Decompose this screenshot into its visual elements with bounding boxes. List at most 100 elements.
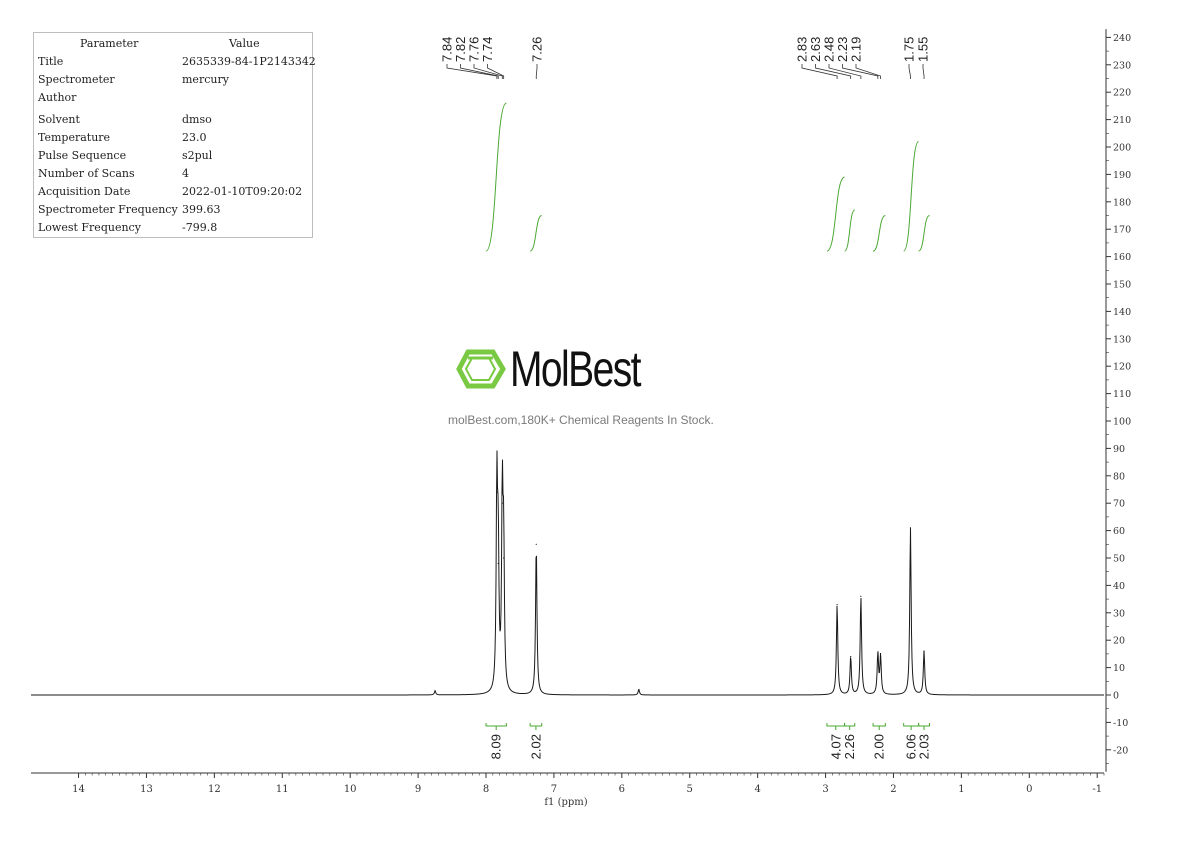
x-tick-label: 9 xyxy=(415,784,421,795)
y-tick-label: 180 xyxy=(1113,197,1131,208)
integral-curves: 8.09 2.02 4.072.26 2.00 6.062.03 xyxy=(485,102,932,759)
integral-bracket xyxy=(918,723,930,727)
x-tick-label: 13 xyxy=(140,784,153,795)
watermark-tagline: molBest.com,180K+ Chemical Reagents In S… xyxy=(448,413,714,427)
parameter-row: Spectrometer Frequency 399.63 xyxy=(38,203,310,219)
parameter-row: Solvent dmso xyxy=(38,113,310,129)
parameter-key: Lowest Frequency xyxy=(38,221,141,234)
peak-point xyxy=(879,656,882,658)
y-tick-label: 110 xyxy=(1113,389,1131,400)
y-tick-label: -20 xyxy=(1113,745,1128,756)
parameter-row: Pulse Sequence s2pul xyxy=(38,149,310,165)
y-tick-label: 200 xyxy=(1113,143,1131,154)
peak-leader-line xyxy=(801,64,838,79)
y-tick-label: 60 xyxy=(1113,526,1125,537)
integral-curve xyxy=(918,215,930,252)
peak-point xyxy=(434,690,436,692)
integral-curve xyxy=(844,209,856,252)
peak-labels: 7.847.827.767.74 7.26 2.832.632.482.232.19… xyxy=(440,37,931,79)
y-tick-label: 120 xyxy=(1113,362,1131,373)
x-tick-label: 8 xyxy=(483,784,489,795)
parameter-key: Author xyxy=(38,91,77,104)
peak-point xyxy=(638,688,640,691)
peak-label: 2.83 xyxy=(795,37,810,62)
integral-bracket xyxy=(529,723,543,727)
parameter-value: 23.0 xyxy=(182,131,207,144)
peak-leader-line xyxy=(487,64,505,79)
peak-point xyxy=(836,603,838,606)
peak-point xyxy=(496,491,498,493)
parameter-header: Parameter xyxy=(80,37,139,50)
integral-curve xyxy=(485,102,507,252)
x-tick-label: 12 xyxy=(208,784,221,795)
parameter-table: Parameter Value Title 2635339-84-1P214334… xyxy=(33,32,316,238)
x-tick-label: 2 xyxy=(890,784,896,795)
parameter-key: Pulse Sequence xyxy=(38,149,127,162)
integral-curve xyxy=(529,215,542,252)
y-tick-label: 240 xyxy=(1113,33,1131,44)
parameter-value: -799.8 xyxy=(182,221,218,234)
x-tick-label: 1 xyxy=(958,784,964,795)
parameter-value: 4 xyxy=(182,167,189,180)
peak-leader-line xyxy=(855,64,881,79)
y-tick-label: 160 xyxy=(1113,252,1131,263)
peak-leader-line xyxy=(535,64,538,79)
integral-value: 8.09 xyxy=(489,734,504,759)
peak-point xyxy=(909,527,912,529)
spectrum-line xyxy=(31,450,1104,696)
peak-label: 2.23 xyxy=(835,37,850,62)
peak-label: 7.26 xyxy=(530,37,545,62)
peak-leader-line xyxy=(842,64,879,79)
x-tick-label: -1 xyxy=(1092,784,1102,795)
parameter-value: dmso xyxy=(182,113,212,126)
y-tick-label: 130 xyxy=(1113,334,1131,345)
peak-leader-line xyxy=(473,64,503,79)
peak-label: 2.48 xyxy=(822,37,837,62)
parameter-key: Title xyxy=(38,55,64,68)
peak-leader-line xyxy=(908,64,911,79)
x-tick-label: 4 xyxy=(754,784,760,795)
parameter-key: Acquisition Date xyxy=(38,185,131,198)
peak-label: 7.76 xyxy=(467,37,482,62)
y-tick-label: 70 xyxy=(1113,499,1125,510)
parameter-row: Title 2635339-84-1P2143342 xyxy=(38,55,316,71)
integral-value: 4.07 xyxy=(828,734,843,759)
parameter-value: s2pul xyxy=(182,149,213,162)
x-tick-label: 14 xyxy=(72,784,85,795)
x-axis: 14 13 12 11 10 9 8 7 6 5 4 3 2 1 0 -1 xyxy=(31,772,1105,795)
x-tick-label: 7 xyxy=(551,784,557,795)
x-tick-label: 0 xyxy=(1026,784,1032,795)
peak-leader-line xyxy=(460,64,499,79)
peak-point xyxy=(535,543,537,545)
peak-leader-line xyxy=(828,64,862,79)
y-tick-label: -10 xyxy=(1113,718,1128,729)
integral-bracket xyxy=(872,723,886,727)
parameter-key: Temperature xyxy=(38,131,111,144)
x-tick-label: 3 xyxy=(822,784,828,795)
peak-point xyxy=(501,502,503,504)
y-axis: 2402302202102001901801701601501401301201… xyxy=(1105,29,1131,772)
peak-point xyxy=(860,595,862,597)
integral-bracket xyxy=(903,723,920,727)
parameter-key: Number of Scans xyxy=(38,167,135,180)
peak-point xyxy=(497,562,499,565)
peak-label: 1.75 xyxy=(902,37,917,62)
y-tick-label: 80 xyxy=(1113,471,1125,482)
parameter-row: Acquisition Date 2022-01-10T09:20:02 xyxy=(38,185,310,201)
peak-label: 7.84 xyxy=(440,37,455,62)
x-tick-label: 11 xyxy=(276,784,289,795)
peak-leader-line xyxy=(815,64,852,79)
x-tick-label: 10 xyxy=(344,784,357,795)
integral-bracket xyxy=(826,723,846,727)
x-axis-title: f1 (ppm) xyxy=(544,797,587,808)
peak-label: 2.19 xyxy=(849,37,864,62)
parameter-value: 2635339-84-1P2143342 xyxy=(182,55,316,68)
integral-value: 2.00 xyxy=(872,734,887,759)
peak-point xyxy=(850,656,852,658)
parameter-value: 2022-01-10T09:20:02 xyxy=(182,185,303,198)
peak-leader-line xyxy=(922,64,925,79)
y-tick-label: 0 xyxy=(1113,691,1119,702)
parameter-key: Spectrometer Frequency xyxy=(38,203,178,216)
integral-bracket xyxy=(844,723,856,727)
y-tick-label: 190 xyxy=(1113,170,1131,181)
